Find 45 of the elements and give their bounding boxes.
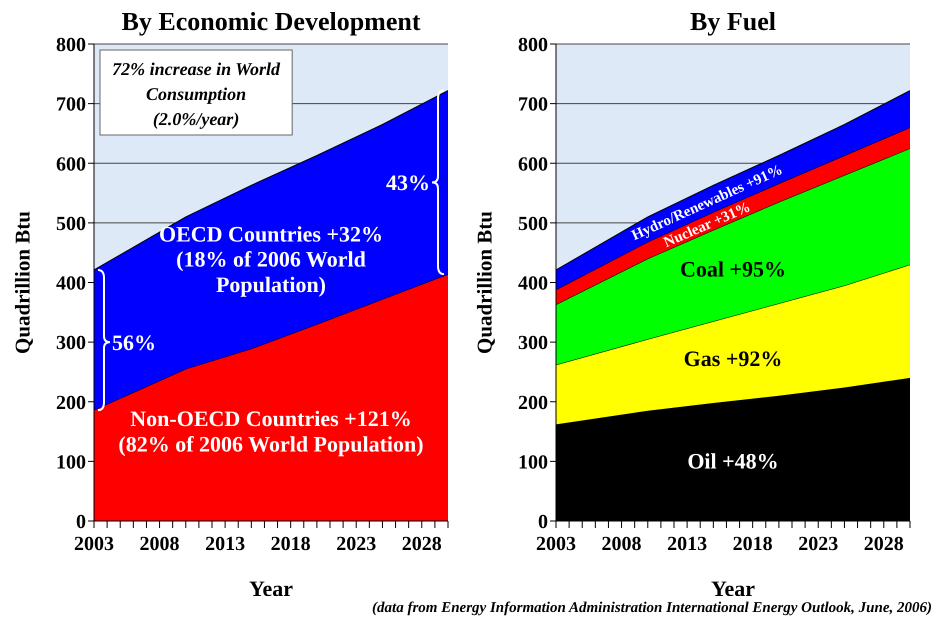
x-tick-label: 2013 bbox=[205, 533, 246, 556]
series-label: Non-OECD Countries +121% (82% of 2006 World Population) bbox=[118, 406, 424, 457]
annotation: 43% bbox=[386, 170, 430, 196]
x-tick-label: 2018 bbox=[270, 533, 311, 556]
y-tick-label: 700 bbox=[56, 94, 86, 116]
y-tick-label: 300 bbox=[56, 332, 86, 354]
series-label: Coal +95% bbox=[680, 256, 786, 282]
y-tick-label: 200 bbox=[518, 392, 548, 414]
x-tick-label: 2008 bbox=[140, 533, 180, 556]
y-tick-label: 300 bbox=[518, 332, 548, 354]
y-tick-label: 0 bbox=[76, 511, 86, 534]
annotation: 56% bbox=[112, 330, 156, 355]
series-label: Oil +48% bbox=[687, 448, 779, 474]
x-tick-label: 2028 bbox=[402, 533, 442, 556]
x-tick-label: 2013 bbox=[667, 533, 708, 556]
y-tick-label: 500 bbox=[56, 212, 86, 235]
x-tick-label: 2003 bbox=[536, 533, 576, 556]
x-tick-label: 2008 bbox=[602, 533, 642, 556]
y-tick-label: 400 bbox=[518, 272, 548, 295]
x-axis-title: Year bbox=[711, 576, 756, 601]
y-tick-label: 800 bbox=[518, 34, 548, 56]
x-axis-title: Year bbox=[249, 576, 294, 601]
x-tick-label: 2023 bbox=[798, 533, 838, 556]
y-tick-label: 200 bbox=[56, 392, 86, 414]
y-tick-label: 600 bbox=[518, 153, 548, 176]
y-tick-label: 700 bbox=[518, 94, 548, 116]
series-label: Gas +92% bbox=[684, 346, 782, 372]
chart-title: By Economic Development bbox=[120, 7, 422, 36]
x-tick-label: 2018 bbox=[732, 533, 773, 556]
y-axis-title: Quadrillion Btu bbox=[472, 210, 496, 354]
series-label: OECD Countries +32% (18% of 2006 World Population) bbox=[159, 221, 383, 297]
text: (data from Energy Information Administration International Energy Outlook, June, 2006) bbox=[372, 600, 932, 617]
y-tick-label: 100 bbox=[56, 451, 86, 474]
y-tick-label: 100 bbox=[518, 451, 548, 474]
y-tick-label: 500 bbox=[518, 212, 548, 235]
x-tick-label: 2028 bbox=[864, 533, 904, 556]
y-tick-label: 800 bbox=[56, 34, 86, 56]
annotation: 72% increase in World Consumption (2.0%/year) bbox=[112, 59, 281, 129]
y-tick-label: 0 bbox=[538, 511, 548, 534]
x-tick-label: 2023 bbox=[336, 533, 376, 556]
y-tick-label: 600 bbox=[56, 153, 86, 176]
y-axis-title: Quadrillion Btu bbox=[10, 210, 34, 354]
x-tick-label: 2003 bbox=[74, 533, 114, 556]
chart-title: By Fuel bbox=[689, 7, 777, 36]
y-tick-label: 400 bbox=[56, 272, 86, 295]
